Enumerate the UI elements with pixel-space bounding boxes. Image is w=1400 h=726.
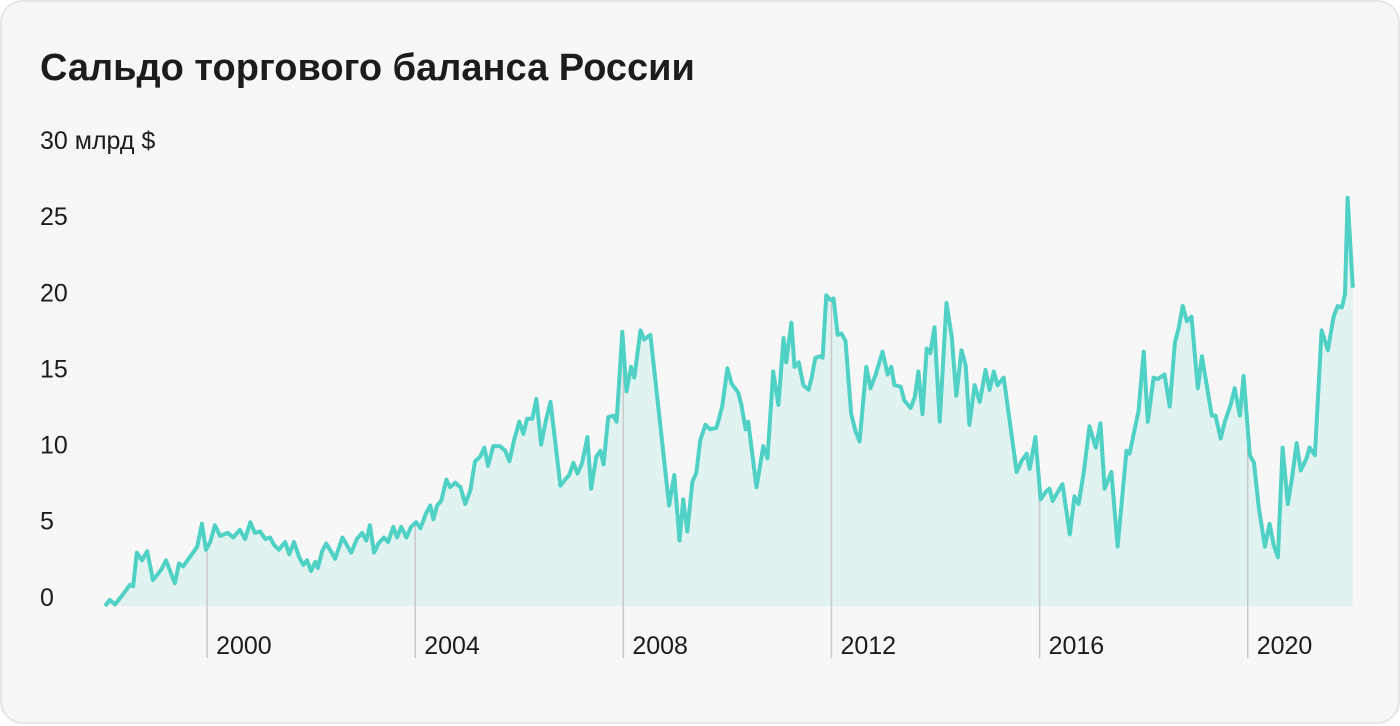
y-tick-label: 30 млрд $ bbox=[40, 127, 155, 155]
y-tick-label: 25 bbox=[40, 203, 68, 231]
x-tick-label: 2020 bbox=[1257, 632, 1313, 660]
line bbox=[103, 195, 1355, 608]
y-tick-label: 0 bbox=[40, 584, 54, 612]
chart-title: Сальдо торгового баланса России bbox=[40, 47, 695, 89]
y-tick-label: 5 bbox=[40, 508, 54, 536]
x-tick-label: 2000 bbox=[216, 632, 272, 660]
y-tick-label: 20 bbox=[40, 279, 68, 307]
x-tick-label: 2012 bbox=[840, 632, 896, 660]
y-tick-label: 15 bbox=[40, 355, 68, 383]
area bbox=[105, 197, 1353, 606]
x-tick-label: 2004 bbox=[424, 632, 480, 660]
x-tick-label: 2008 bbox=[632, 632, 688, 660]
y-tick-label: 10 bbox=[40, 432, 68, 460]
x-tick-label: 2016 bbox=[1049, 632, 1105, 660]
